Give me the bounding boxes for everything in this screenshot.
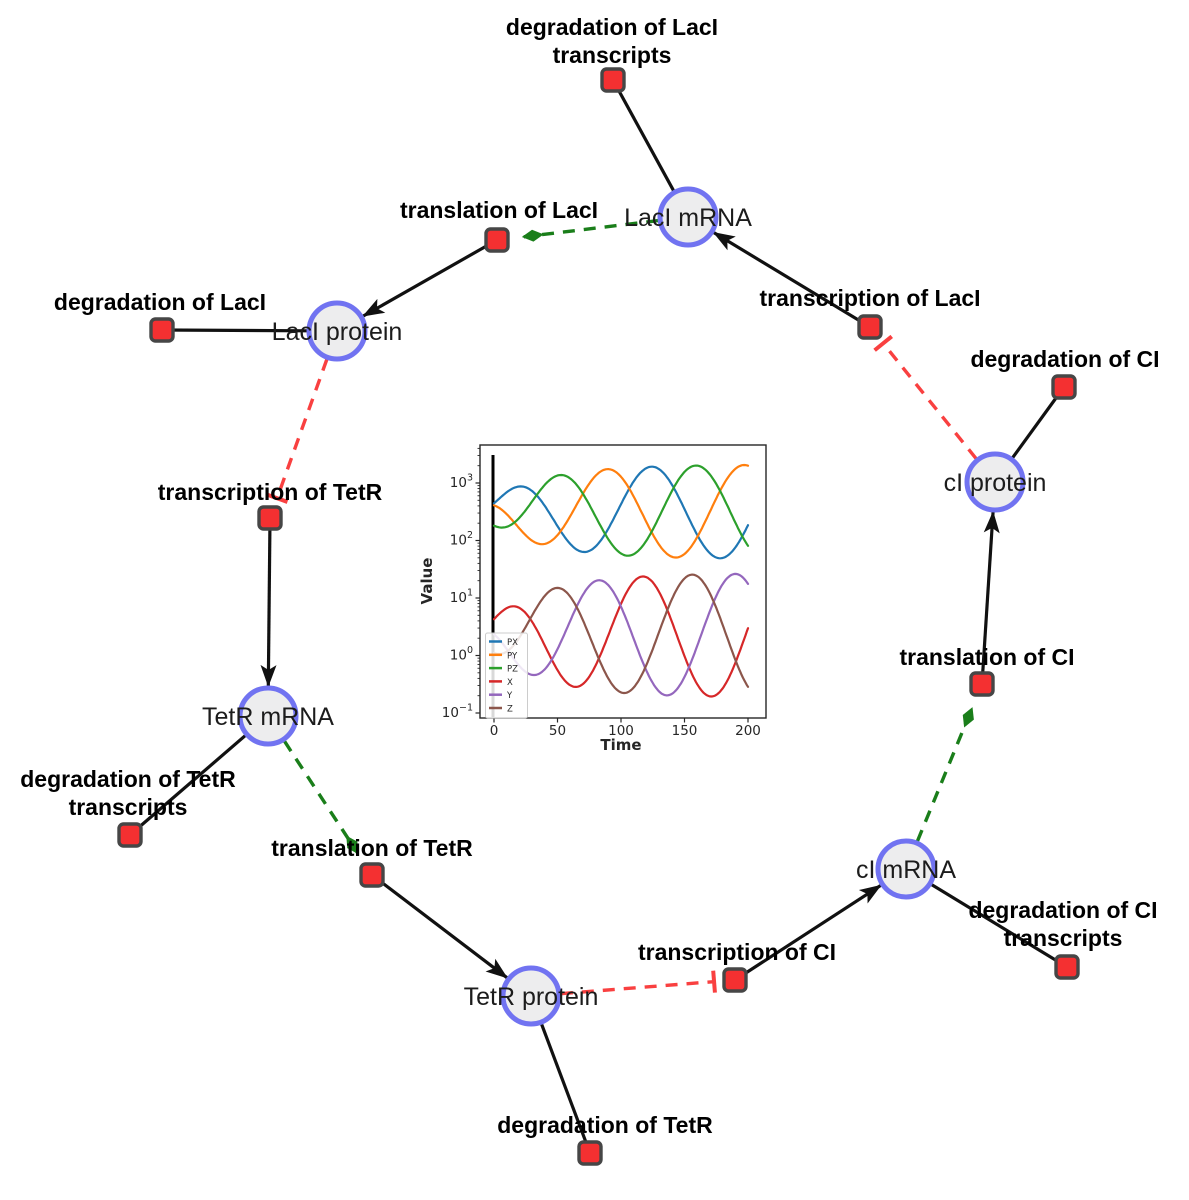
reaction-node-tc_LacI[interactable] [857, 314, 883, 340]
reaction-label-deg_TetR: degradation of TetR [497, 1112, 713, 1138]
reaction-label-deg_LacI: degradation of LacI [54, 289, 266, 315]
x-tick-label: 150 [672, 723, 698, 739]
species-node-LacI_protein[interactable] [306, 300, 368, 362]
species-label-LacI_protein: LacI protein [272, 318, 403, 346]
labels-layer: LacI mRNA LacI protein cI protein TetR mRNA… [20, 14, 1159, 1138]
reaction-label-tc_TetR: transcription of TetR [158, 479, 383, 505]
legend-label-X: X [507, 678, 513, 688]
x-axis-label: Time [600, 736, 641, 754]
reaction-label-deg_CI_tx-line1: degradation of CI [968, 897, 1157, 923]
y-tick-label: 101 [450, 588, 473, 607]
edge-inhibition-LacI_protein-tc_TetR [266, 358, 329, 504]
nodes-layer [117, 67, 1080, 1166]
species-node-LacI_mRNA[interactable] [657, 186, 719, 248]
edge-modifier-TetR_mRNA-transl_TetR [282, 740, 359, 855]
edge-product-transl_TetR-TetR_protein [371, 873, 509, 980]
species-label-LacI_mRNA: LacI mRNA [624, 204, 752, 232]
x-tick-label: 50 [549, 723, 566, 739]
edge-product-tc_TetR-TetR_mRNA [260, 517, 277, 688]
reaction-node-transl_LacI[interactable] [484, 227, 510, 253]
edge-product-tc_CI-cI_mRNA [734, 883, 882, 982]
species-node-cI_mRNA[interactable] [875, 838, 937, 900]
reaction-label-deg_LacI_tx-line1: degradation of LacI [506, 14, 718, 40]
species-node-TetR_mRNA[interactable] [237, 685, 299, 747]
species-label-TetR_protein: TetR protein [464, 983, 599, 1011]
series-curve-X [492, 575, 750, 698]
reaction-label-tc_CI: transcription of CI [638, 939, 836, 965]
x-tick-label: 200 [735, 723, 761, 739]
edge-modifier-LacI_mRNA-transl_LacI [521, 218, 659, 242]
legend-label-PZ: PZ [507, 665, 518, 675]
reaction-node-deg_LacI[interactable] [149, 317, 175, 343]
edges-layer [128, 79, 1068, 1154]
reaction-node-tc_CI[interactable] [722, 967, 748, 993]
species-label-cI_mRNA: cI mRNA [856, 856, 956, 884]
legend-label-PX: PX [507, 638, 518, 648]
reaction-label-tc_LacI: transcription of LacI [759, 285, 980, 311]
edge-reactant-cI_mRNA-deg_CI_tx [930, 883, 1068, 969]
series-curve-PY [492, 463, 750, 559]
reaction-node-deg_CI[interactable] [1051, 374, 1077, 400]
series-curve-Z [492, 573, 750, 695]
legend-label-Y: Y [506, 691, 513, 701]
series-curve-Y [492, 572, 750, 697]
reaction-node-deg_TetR_tx[interactable] [117, 822, 143, 848]
edge-product-tc_LacI-LacI_mRNA [712, 231, 871, 329]
species-node-cI_protein[interactable] [964, 451, 1026, 513]
reaction-label-transl_TetR: translation of TetR [271, 835, 473, 861]
edge-product-transl_CI-cI_protein [980, 510, 1000, 685]
species-label-cI_protein: cI protein [944, 469, 1047, 497]
edge-modifier-cI_mRNA-transl_CI [915, 707, 974, 842]
edge-reactant-TetR_protein-deg_TetR [540, 1023, 592, 1154]
reaction-node-tc_TetR[interactable] [257, 505, 283, 531]
reaction-label-deg_TetR_tx-line2: transcripts [69, 794, 188, 820]
edge-product-transl_LacI-LacI_protein [362, 238, 498, 318]
legend-label-PY: PY [507, 651, 518, 661]
edge-reactant-LacI_protein-deg_LacI [161, 328, 308, 333]
species-node-TetR_protein[interactable] [500, 965, 562, 1027]
reaction-label-deg_LacI_tx-line2: transcripts [553, 42, 672, 68]
reaction-label-transl_LacI: translation of LacI [400, 197, 598, 223]
reaction-node-transl_CI[interactable] [969, 671, 995, 697]
reaction-node-deg_CI_tx[interactable] [1054, 954, 1080, 980]
species-label-TetR_mRNA: TetR mRNA [202, 703, 334, 731]
simulation-plot: 0 50 100 150 20010−1100101102103TimeValuePXP… [418, 444, 767, 754]
reaction-node-deg_LacI_tx[interactable] [600, 67, 626, 93]
y-tick-label: 10−1 [442, 703, 473, 722]
plot-legend: PX PY PZ XYZ [485, 632, 528, 719]
reaction-label-transl_CI: translation of CI [899, 644, 1074, 670]
series-curve-PZ [492, 464, 750, 557]
reaction-label-deg_CI_tx-line2: transcripts [1004, 925, 1123, 951]
y-tick-label: 103 [450, 473, 473, 492]
y-axis-label: Value [418, 558, 436, 605]
reaction-label-deg_CI: degradation of CI [970, 346, 1159, 372]
reaction-node-transl_TetR[interactable] [359, 862, 385, 888]
edge-reactant-TetR_mRNA-deg_TetR_tx [128, 734, 247, 837]
edge-inhibition-TetR_protein-tc_CI [560, 970, 717, 996]
x-tick-label: 100 [608, 723, 634, 739]
edge-inhibition-cI_protein-tc_LacI [873, 334, 978, 460]
edge-reactant-LacI_mRNA-deg_LacI_tx [611, 79, 675, 192]
y-tick-label: 100 [450, 645, 473, 664]
y-tick-label: 102 [450, 530, 473, 549]
x-tick-label: 0 [490, 723, 499, 739]
reaction-label-deg_TetR_tx-line1: degradation of TetR [20, 766, 236, 792]
reaction-node-deg_TetR[interactable] [577, 1140, 603, 1166]
legend-label-Z: Z [507, 705, 513, 715]
